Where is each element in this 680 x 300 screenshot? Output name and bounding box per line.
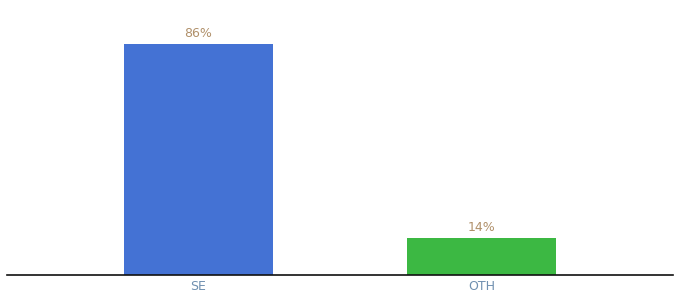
Bar (407, 238, 556, 275)
Text: 86%: 86% (184, 28, 212, 40)
Text: 14%: 14% (468, 220, 496, 234)
Bar (124, 44, 273, 275)
